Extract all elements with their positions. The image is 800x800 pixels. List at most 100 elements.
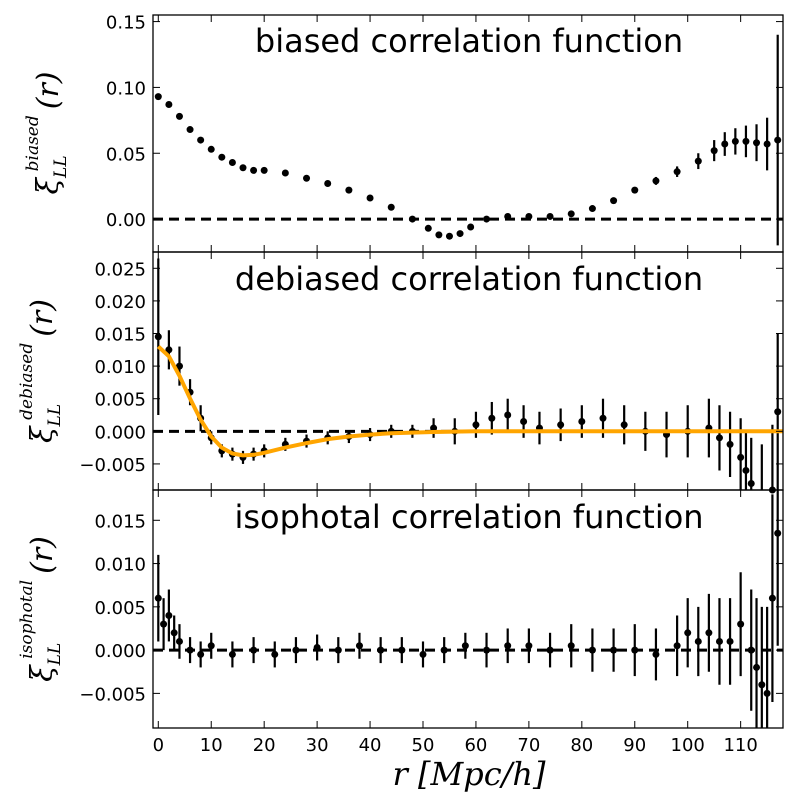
x-tick-label: 30 <box>306 735 329 756</box>
biased-data-point <box>546 212 554 220</box>
biased-data-point <box>197 136 205 144</box>
biased-data-point <box>731 137 739 145</box>
isophotal-data-point <box>207 642 215 650</box>
isophotal-data-point <box>753 663 761 671</box>
debiased-data-point <box>620 421 628 429</box>
isophotal-data-point <box>292 646 300 654</box>
biased-y-label: ξLL biased (r) <box>23 72 71 195</box>
isophotal-data-point <box>440 646 448 654</box>
isophotal-panel: isophotal correlation function ξLL isopho… <box>17 489 784 793</box>
biased-data-point <box>424 224 432 232</box>
debiased-y-tick-label: 0.010 <box>94 357 146 378</box>
biased-data-point <box>366 194 374 202</box>
x-tick-label: 0 <box>153 735 164 756</box>
debiased-data-point <box>774 408 782 416</box>
isophotal-data-point <box>154 594 162 602</box>
isophotal-data-point <box>461 642 469 650</box>
debiased-data-point <box>472 421 480 429</box>
debiased-data-point <box>747 479 755 487</box>
isophotal-data-point <box>313 644 321 652</box>
debiased-y-tick-label: 0.025 <box>94 259 146 280</box>
biased-data-point <box>483 215 491 223</box>
isophotal-data-point <box>684 629 692 637</box>
biased-data-point <box>763 140 771 148</box>
biased-data-point <box>239 164 247 172</box>
debiased-data-point <box>715 434 723 442</box>
debiased-data-point <box>737 453 745 461</box>
biased-data-point <box>218 153 226 161</box>
isophotal-axes-frame <box>152 489 784 729</box>
debiased-fit-line <box>156 345 783 458</box>
svg-text:ξLLisophotal(r): ξLL isophotal (r) <box>17 536 65 682</box>
isophotal-data-point <box>483 646 491 654</box>
isophotal-data-point <box>737 620 745 628</box>
isophotal-data-point <box>160 620 168 628</box>
isophotal-y-label-sub: LL <box>45 643 65 667</box>
biased-y-label-sub: LL <box>51 155 71 179</box>
biased-plot-area <box>153 34 783 246</box>
biased-data-point <box>610 197 618 205</box>
isophotal-data-point <box>504 642 512 650</box>
biased-title: biased correlation function <box>255 22 683 60</box>
isophotal-data-point <box>694 637 702 645</box>
isophotal-data-point <box>763 689 771 697</box>
isophotal-data-point <box>525 642 533 650</box>
x-axis-label: r [Mpc/h] <box>393 755 547 793</box>
isophotal-y-tick-label: 0.005 <box>94 598 146 619</box>
biased-data-point <box>456 230 464 238</box>
isophotal-title: isophotal correlation function <box>234 498 703 536</box>
isophotal-data-point <box>186 646 194 654</box>
biased-data-point <box>387 203 395 211</box>
isophotal-data-point <box>546 646 554 654</box>
isophotal-data-point <box>774 529 782 537</box>
biased-data-point <box>588 205 596 213</box>
biased-y-label-sup: biased <box>23 115 43 171</box>
isophotal-data-point <box>715 637 723 645</box>
debiased-y-tick-label: 0.020 <box>94 292 146 313</box>
isophotal-y-tick-label: −0.005 <box>79 684 146 705</box>
x-tick-label: 60 <box>464 735 487 756</box>
debiased-data-point <box>165 346 173 354</box>
biased-data-point <box>408 215 416 223</box>
biased-y-tick-label: 0.15 <box>106 13 146 34</box>
x-tick-label: 70 <box>517 735 540 756</box>
isophotal-data-point <box>228 650 236 658</box>
isophotal-plot-area <box>153 490 783 728</box>
debiased-y-tick-label: 0.005 <box>94 390 146 411</box>
biased-data-point <box>504 212 512 220</box>
isophotal-data-point <box>165 611 173 619</box>
biased-data-point <box>753 139 761 147</box>
debiased-plot-area <box>153 258 783 494</box>
isophotal-data-point <box>588 646 596 654</box>
isophotal-y-label: ξLL isophotal (r) <box>17 536 65 682</box>
isophotal-y-tick-label: 0.015 <box>94 511 146 532</box>
debiased-data-point <box>520 418 528 426</box>
debiased-title: debiased correlation function <box>235 260 703 298</box>
debiased-data-point <box>578 418 586 426</box>
x-tick-label: 20 <box>253 735 276 756</box>
debiased-data-point <box>599 414 607 422</box>
biased-y-tick-label: 0.00 <box>106 210 146 231</box>
biased-data-point <box>435 231 443 239</box>
debiased-y-label-sub: LL <box>45 404 65 428</box>
isophotal-data-point <box>419 650 427 658</box>
isophotal-y-label-arg: (r) <box>25 536 60 574</box>
biased-data-point <box>207 145 215 153</box>
biased-data-point <box>652 177 660 185</box>
isophotal-data-point <box>673 642 681 650</box>
svg-text:ξLLdebiased(r): ξLL debiased (r) <box>17 299 65 443</box>
biased-data-point <box>525 212 533 220</box>
debiased-data-point <box>504 411 512 419</box>
biased-data-point <box>186 126 194 134</box>
biased-data-point <box>175 112 183 120</box>
biased-data-point <box>467 223 475 231</box>
biased-data-point <box>281 169 289 177</box>
biased-data-point <box>165 101 173 109</box>
biased-data-point <box>228 158 236 166</box>
biased-data-point <box>345 186 353 194</box>
isophotal-y-tick-label: 0.010 <box>94 555 146 576</box>
biased-data-point <box>260 166 268 174</box>
biased-data-point <box>673 168 681 176</box>
debiased-y-label-symbol: ξ <box>25 425 60 443</box>
biased-y-tick-label: 0.05 <box>106 144 146 165</box>
